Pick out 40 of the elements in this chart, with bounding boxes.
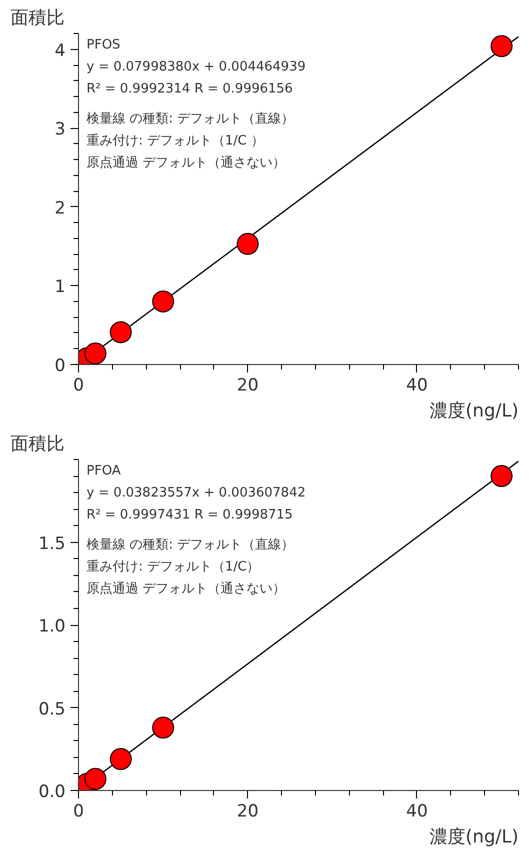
point (110, 748, 132, 770)
x-axis-title: 濃度(ng/L) (430, 826, 519, 848)
annotation: 原点通過 デフォルト（通さない） (86, 582, 286, 596)
y-axis-title: 面積比 (10, 8, 64, 28)
y-tick-label: 2 (54, 198, 66, 218)
annotation: 検量線 の種類: デフォルト（直線） (86, 112, 294, 126)
x-tick-label: 0 (73, 802, 84, 822)
annotation: 原点通過 デフォルト（通さない） (86, 156, 286, 170)
annotation: PFOS (86, 38, 120, 52)
x-axis-title: 濃度(ng/L) (430, 400, 519, 422)
annotation: 重み付け: デフォルト（1/C ） (86, 134, 264, 148)
y-tick-label: 0 (54, 356, 66, 376)
y-tick-label: 1.0 (38, 616, 66, 636)
annotation: 検量線 の種類: デフォルト（直線） (86, 538, 294, 552)
point (236, 232, 259, 255)
x-tick-label: 20 (236, 376, 259, 396)
y-tick-label: 3 (54, 120, 66, 140)
y-tick-label: 1 (54, 277, 66, 298)
point (490, 465, 513, 488)
point (110, 321, 132, 344)
point (152, 290, 174, 312)
annotation: R² = 0.9992314 R = 0.9996156 (86, 82, 293, 96)
y-tick-label: 4 (54, 40, 66, 61)
x-tick-label: 40 (406, 376, 428, 396)
point (152, 716, 174, 739)
annotation: R² = 0.9997431 R = 0.9998715 (86, 508, 293, 522)
point (490, 35, 513, 58)
y-tick-label: 0.0 (38, 782, 66, 802)
annotation: 重み付け: デフォルト（1/C） (86, 560, 260, 574)
x-tick-label: 0 (73, 376, 84, 396)
y-tick-label: 0.5 (38, 699, 66, 720)
annotation: y = 0.03823557x + 0.003607842 (86, 486, 306, 500)
point (84, 342, 106, 364)
point (84, 768, 106, 790)
annotation: PFOA (86, 464, 121, 478)
x-tick-label: 20 (236, 802, 259, 822)
y-axis-title: 面積比 (10, 434, 64, 454)
annotation: y = 0.07998380x + 0.004464939 (86, 60, 306, 74)
x-tick-label: 40 (406, 802, 428, 822)
y-tick-label: 1.5 (38, 534, 66, 554)
